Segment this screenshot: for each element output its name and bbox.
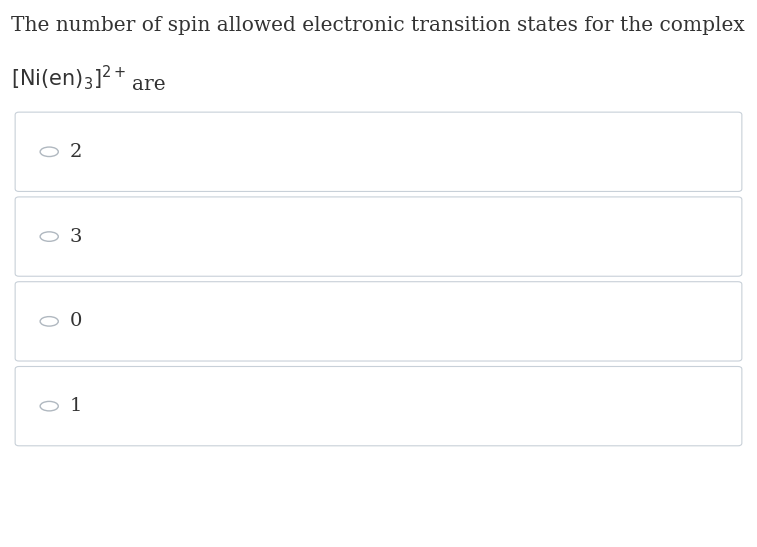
Text: 2: 2 — [70, 143, 82, 161]
Ellipse shape — [40, 147, 58, 156]
Text: are: are — [132, 75, 166, 95]
FancyBboxPatch shape — [15, 282, 742, 361]
Ellipse shape — [40, 317, 58, 326]
Text: The number of spin allowed electronic transition states for the complex: The number of spin allowed electronic tr… — [11, 16, 745, 36]
Ellipse shape — [40, 232, 58, 241]
FancyBboxPatch shape — [15, 197, 742, 276]
FancyBboxPatch shape — [15, 366, 742, 446]
Text: $\left[\mathrm{Ni(en)}_{3}\right]^{2+}$: $\left[\mathrm{Ni(en)}_{3}\right]^{2+}$ — [11, 63, 126, 92]
Text: 3: 3 — [70, 228, 83, 246]
FancyBboxPatch shape — [15, 112, 742, 191]
Text: 1: 1 — [70, 397, 82, 415]
Text: 0: 0 — [70, 312, 82, 330]
Ellipse shape — [40, 401, 58, 411]
